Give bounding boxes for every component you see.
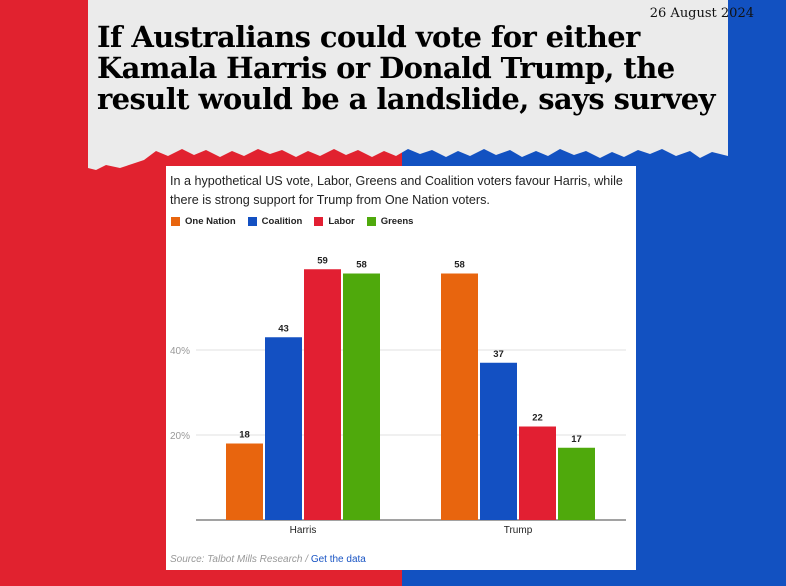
bar-value-label: 59 [317, 255, 328, 266]
legend-swatch [314, 217, 324, 226]
get-the-data-link[interactable]: Get the data [310, 554, 366, 565]
legend-item: Greens [366, 216, 414, 227]
bar-value-label: 58 [356, 260, 367, 271]
chart-source: Source: Talbot Mills Research / Get the … [170, 554, 366, 565]
y-tick-label: 20% [170, 431, 190, 442]
bar [304, 269, 341, 520]
category-label: Harris [290, 525, 317, 536]
bar-chart: 20% 40% 18 43 59 58 Harris 58 37 22 17 Trump [170, 255, 626, 536]
chart-legend: One Nation Coalition Labor Greens [171, 216, 413, 227]
legend-label: Coalition [261, 216, 303, 227]
bar-value-label: 22 [532, 413, 543, 424]
bar-value-label: 18 [239, 430, 250, 441]
y-tick-label: 40% [170, 346, 190, 357]
legend-item: One Nation [171, 216, 236, 227]
bar [226, 443, 263, 520]
headline-banner [88, 0, 728, 170]
source-label: Source: Talbot Mills Research / [170, 554, 311, 565]
bar-value-label: 58 [454, 260, 465, 271]
legend-swatch [247, 217, 257, 226]
legend-label: Greens [380, 216, 414, 227]
bar [558, 447, 595, 520]
bar-value-label: 37 [493, 349, 504, 360]
legend-label: Labor [328, 216, 355, 227]
legend-label: One Nation [185, 216, 236, 227]
bar [480, 362, 517, 520]
bar-value-label: 43 [278, 323, 289, 334]
legend-swatch [171, 217, 180, 226]
headline: If Australians could vote for either Kam… [97, 20, 715, 116]
chart-card: In a hypothetical US vote, Labor, Greens… [166, 166, 636, 570]
bar [441, 273, 478, 520]
legend-swatch [366, 217, 376, 226]
bar [265, 337, 302, 520]
legend-item: Coalition [247, 216, 303, 227]
category-label: Trump [504, 525, 533, 536]
legend-item: Labor [314, 216, 355, 227]
bar-value-label: 17 [571, 434, 582, 445]
bar [343, 273, 380, 520]
chart-subtitle: In a hypothetical US vote, Labor, Greens… [170, 174, 623, 207]
bar [519, 426, 556, 520]
publication-date: 26 August 2024 [649, 6, 754, 21]
